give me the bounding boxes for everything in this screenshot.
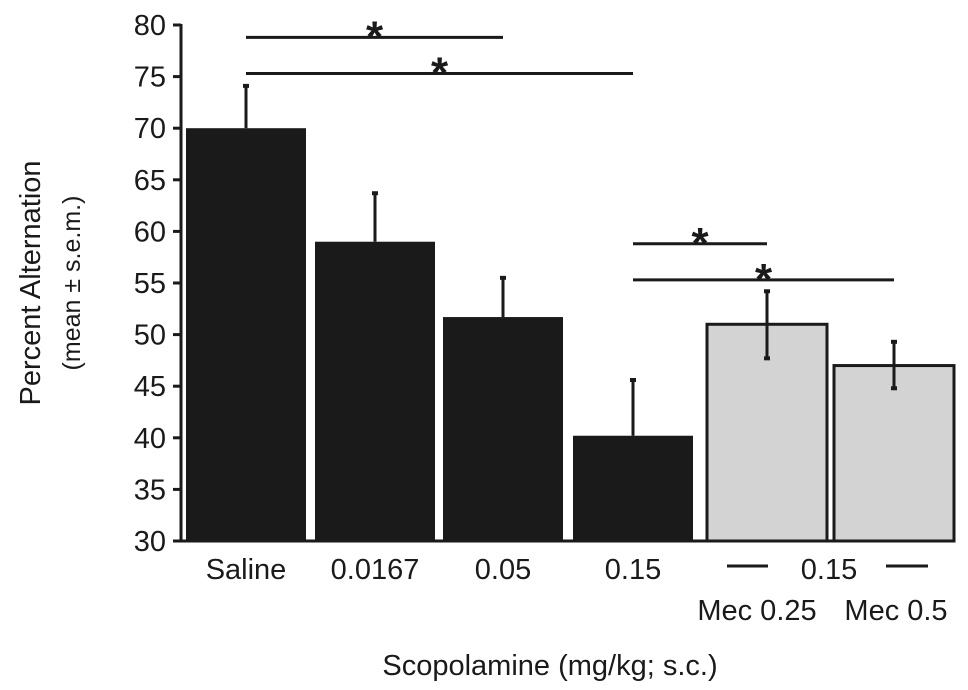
significance-star: *: [755, 255, 773, 304]
significance-star: *: [691, 219, 709, 268]
y-tick-label: 55: [134, 268, 166, 300]
bar-saline: [186, 128, 306, 541]
y-tick-label: 70: [134, 113, 166, 145]
significance-star: *: [366, 12, 384, 61]
y-tick-label: 80: [134, 10, 166, 42]
x-axis-title: Scopolamine (mg/kg; s.c.): [382, 650, 717, 682]
bars: [173, 128, 956, 543]
x-group-label: 0.15: [801, 554, 857, 586]
y-axis: 30 35 40 45 50 55 60 65 70 75 80: [134, 10, 183, 558]
y-tick-label: 65: [134, 165, 166, 197]
x-tick-labels: Saline 0.0167 0.05 0.15 0.15 Mec 0.25 Mec 0.5: [206, 554, 948, 627]
y-axis-subtitle: (mean ± s.e.m.): [58, 196, 86, 371]
y-axis-title: Percent Alternation: [15, 160, 47, 405]
bar-mec-0-25: [705, 322, 829, 543]
y-tick-label: 60: [134, 216, 166, 248]
y-tick-label: 35: [134, 474, 166, 506]
x-tick-label: Mec 0.25: [697, 595, 816, 627]
bar-mec-0-5: [832, 364, 956, 543]
y-tick-label: 45: [134, 371, 166, 403]
x-tick-label: 0.0167: [331, 554, 420, 586]
x-tick-label: 0.15: [605, 554, 661, 586]
error-bars: [243, 83, 897, 436]
y-tick-label: 30: [134, 526, 166, 558]
bar-0-15: [573, 435, 693, 541]
bar-0-0167: [315, 241, 435, 541]
y-tick-label: 50: [134, 320, 166, 352]
x-tick-label: 0.05: [475, 554, 531, 586]
x-tick-label: Saline: [206, 554, 287, 586]
y-tick-label: 75: [134, 62, 166, 94]
significance-annotations: * * * *: [246, 12, 894, 304]
x-tick-label: Mec 0.5: [844, 595, 947, 627]
bar-0-05: [443, 317, 563, 541]
significance-star: *: [431, 49, 449, 98]
y-tick-label: 40: [134, 423, 166, 455]
